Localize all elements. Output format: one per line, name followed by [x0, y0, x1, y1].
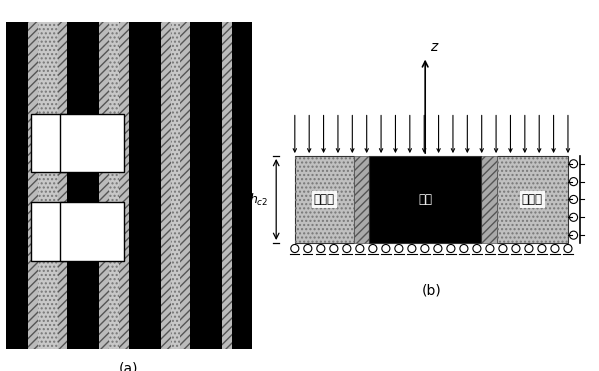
Bar — [28, 22, 67, 349]
Bar — [119, 22, 129, 349]
Bar — [497, 156, 568, 243]
Bar — [354, 156, 370, 243]
Text: 充填体: 充填体 — [522, 193, 543, 206]
Bar — [129, 22, 161, 349]
Text: 煤柱: 煤柱 — [418, 193, 432, 206]
Bar — [60, 202, 124, 260]
Text: (b): (b) — [422, 283, 441, 297]
Bar — [295, 156, 354, 243]
Bar — [28, 22, 67, 349]
Bar — [161, 22, 190, 349]
Bar — [161, 22, 190, 349]
Bar — [190, 22, 222, 349]
Bar — [222, 22, 232, 349]
Bar — [232, 22, 252, 349]
Text: $h_{c2}$: $h_{c2}$ — [249, 191, 268, 207]
Bar — [31, 202, 95, 260]
Bar — [58, 22, 67, 349]
Bar — [60, 114, 124, 173]
Bar — [67, 22, 99, 349]
Bar — [295, 156, 354, 243]
Text: 充填体: 充填体 — [314, 193, 335, 206]
Bar — [28, 22, 38, 349]
Bar — [99, 22, 129, 349]
Bar — [370, 156, 481, 243]
Text: z: z — [430, 40, 437, 53]
Bar — [481, 156, 497, 243]
Text: (a): (a) — [119, 362, 138, 371]
Bar — [31, 114, 95, 173]
Bar — [6, 22, 28, 349]
Bar — [99, 22, 109, 349]
Bar — [161, 22, 171, 349]
Bar — [99, 22, 129, 349]
Bar — [180, 22, 190, 349]
Bar — [497, 156, 568, 243]
